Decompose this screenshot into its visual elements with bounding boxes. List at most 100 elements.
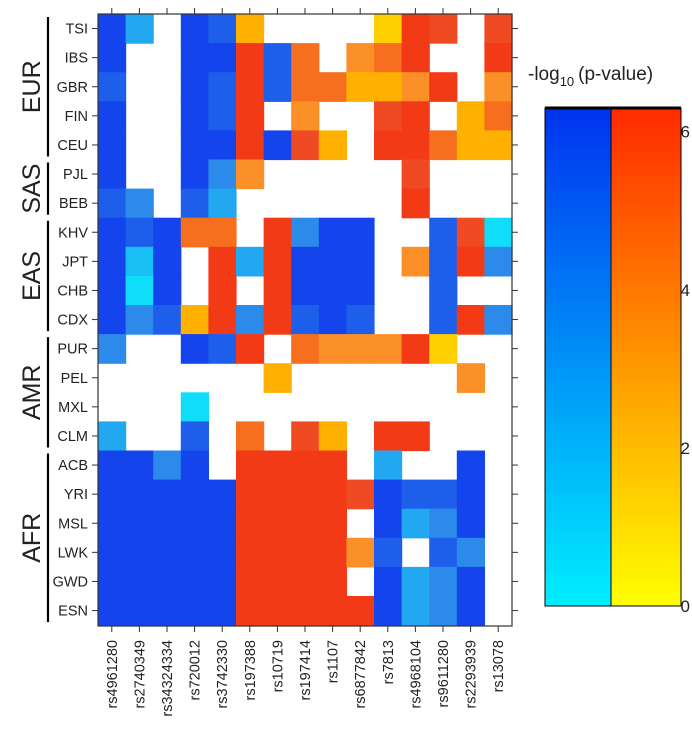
cell-GWD-rs197414 <box>291 566 320 597</box>
heatmap-cells <box>98 14 513 626</box>
cell-JPT-rs197388 <box>236 246 265 277</box>
cell-CHB-rs4961280 <box>98 275 127 306</box>
cell-ESN-rs10719 <box>263 596 292 626</box>
cell-GWD-rs34324334 <box>153 566 182 597</box>
cell-TSI-rs2740349 <box>125 14 154 44</box>
cell-CEU-rs10719 <box>263 130 292 161</box>
snp-label-rs13078: rs13078 <box>491 640 507 692</box>
cell-GWD-rs720012 <box>180 566 209 597</box>
cell-CHB-rs2740349 <box>125 275 154 306</box>
legend-tick-0: 0 <box>681 597 690 616</box>
cell-FIN-rs197414 <box>291 101 320 131</box>
cell-ACB-rs4961280 <box>98 450 127 481</box>
cell-GBR-rs197414 <box>291 72 320 102</box>
cell-PUR-rs9611280 <box>429 334 458 364</box>
cell-CLM-rs197388 <box>236 421 265 452</box>
cell-CLM-rs197414 <box>291 421 320 452</box>
cell-BEB-rs2740349 <box>125 188 154 219</box>
cell-JPT-rs4961280 <box>98 246 127 277</box>
legend-tick-2: 2 <box>681 439 690 458</box>
cell-MSL-rs4961280 <box>98 508 127 539</box>
cell-LWK-rs720012 <box>180 537 209 568</box>
cell-IBS-rs4968104 <box>401 43 430 73</box>
snp-label-rs4968104: rs4968104 <box>408 640 424 709</box>
cell-ESN-rs1107 <box>318 596 347 626</box>
snp-label-rs1107: rs1107 <box>326 640 342 683</box>
cell-CDX-rs720012 <box>180 305 209 335</box>
cell-CEU-rs720012 <box>180 130 209 161</box>
cell-PEL-rs2293939 <box>456 363 485 393</box>
cell-JPT-rs2740349 <box>125 246 154 277</box>
population-label-LWK: LWK <box>58 545 89 561</box>
cell-CLM-rs7813 <box>374 421 403 452</box>
cell-KHV-rs34324334 <box>153 217 182 248</box>
cell-KHV-rs197414 <box>291 217 320 248</box>
cell-ACB-rs34324334 <box>153 450 182 481</box>
cell-KHV-rs10719 <box>263 217 292 248</box>
legend-title: -log10 (p-value) <box>528 64 653 89</box>
cell-TSI-rs13078 <box>484 14 513 44</box>
cell-PUR-rs197414 <box>291 334 320 364</box>
cell-ACB-rs1107 <box>318 450 347 481</box>
cell-TSI-rs3742330 <box>208 14 237 44</box>
cell-MSL-rs7813 <box>374 508 403 539</box>
cell-YRI-rs720012 <box>180 479 209 510</box>
cell-GWD-rs4968104 <box>401 566 430 597</box>
cell-LWK-rs34324334 <box>153 537 182 568</box>
cell-ESN-rs6877842 <box>346 596 375 626</box>
cell-YRI-rs7813 <box>374 479 403 510</box>
snp-label-rs720012: rs720012 <box>188 640 204 700</box>
cell-CHB-rs6877842 <box>346 275 375 306</box>
cell-CEU-rs13078 <box>484 130 513 161</box>
cell-GWD-rs3742330 <box>208 566 237 597</box>
cell-GWD-rs10719 <box>263 566 292 597</box>
population-label-BEB: BEB <box>59 196 88 212</box>
cell-MSL-rs9611280 <box>429 508 458 539</box>
cell-KHV-rs6877842 <box>346 217 375 248</box>
population-label-KHV: KHV <box>58 225 88 241</box>
cell-IBS-rs197414 <box>291 43 320 73</box>
cell-FIN-rs13078 <box>484 101 513 131</box>
cell-KHV-rs2740349 <box>125 217 154 248</box>
cell-ESN-rs4961280 <box>98 596 127 626</box>
cell-CHB-rs9611280 <box>429 275 458 306</box>
cell-MXL-rs720012 <box>180 392 209 422</box>
cell-YRI-rs197388 <box>236 479 265 510</box>
cell-CEU-rs3742330 <box>208 130 237 161</box>
cell-KHV-rs4961280 <box>98 217 127 248</box>
cell-ACB-rs2740349 <box>125 450 154 481</box>
cell-ESN-rs3742330 <box>208 596 237 626</box>
cell-IBS-rs197388 <box>236 43 265 73</box>
cell-YRI-rs4968104 <box>401 479 430 510</box>
cell-CHB-rs10719 <box>263 275 292 306</box>
cell-TSI-rs720012 <box>180 14 209 44</box>
cell-BEB-rs3742330 <box>208 188 237 219</box>
cell-IBS-rs4961280 <box>98 43 127 73</box>
cell-GBR-rs1107 <box>318 72 347 102</box>
cell-CDX-rs3742330 <box>208 305 237 335</box>
cell-FIN-rs197388 <box>236 101 265 131</box>
group-label-EUR: EUR <box>18 60 46 113</box>
cell-IBS-rs6877842 <box>346 43 375 73</box>
cell-YRI-rs9611280 <box>429 479 458 510</box>
blue-colorbar <box>544 107 615 607</box>
cell-CHB-rs34324334 <box>153 275 182 306</box>
cell-CHB-rs197414 <box>291 275 320 306</box>
cell-GBR-rs720012 <box>180 72 209 102</box>
cell-ACB-rs720012 <box>180 450 209 481</box>
population-label-GBR: GBR <box>57 80 88 96</box>
cell-YRI-rs10719 <box>263 479 292 510</box>
group-label-AFR: AFR <box>18 513 46 563</box>
cell-ACB-rs7813 <box>374 450 403 481</box>
group-label-SAS: SAS <box>18 164 46 214</box>
cell-MSL-rs720012 <box>180 508 209 539</box>
cell-YRI-rs3742330 <box>208 479 237 510</box>
cell-ESN-rs197414 <box>291 596 320 626</box>
cell-JPT-rs197414 <box>291 246 320 277</box>
cell-CLM-rs4961280 <box>98 421 127 452</box>
cell-PUR-rs4968104 <box>401 334 430 364</box>
cell-PUR-rs7813 <box>374 334 403 364</box>
population-label-PUR: PUR <box>57 342 88 358</box>
population-label-MXL: MXL <box>58 400 88 416</box>
